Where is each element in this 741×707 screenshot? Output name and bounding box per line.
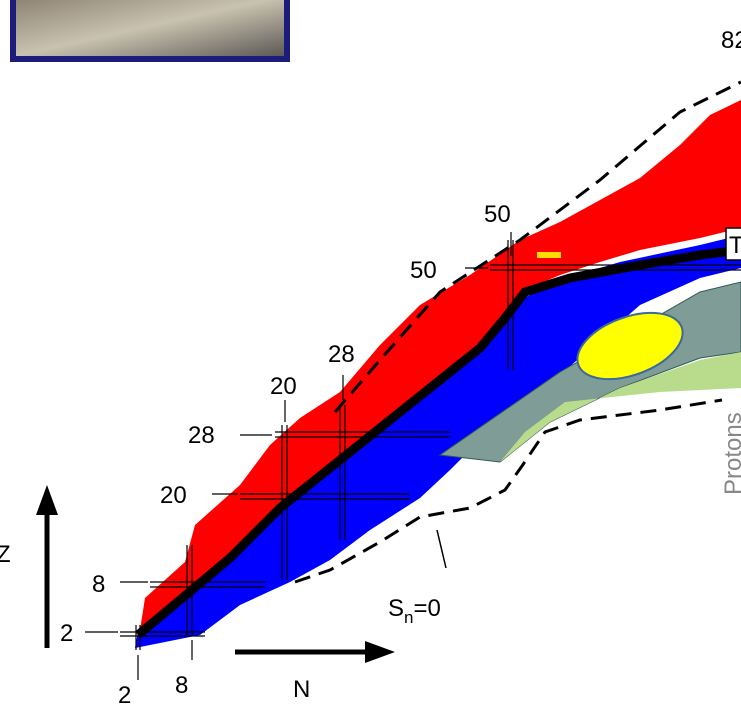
z-magic: 20 [160,482,187,509]
sn-rest: =0 [413,595,440,622]
n-magic: 2 [118,682,131,707]
pointer [437,530,446,568]
n-magic: 8 [175,672,188,699]
box-label: T [729,232,741,259]
n-magic: 50 [484,201,511,228]
sn-subscript: n [404,608,413,627]
z-magic: 2 [60,620,73,647]
n-label: N [293,676,310,703]
n-arrowhead [365,641,395,663]
z-magic: 8 [92,571,105,598]
n-magic: 20 [270,373,297,400]
nuclide-chart: Z N 2 8 20 28 50 82 2 8 20 28 50 Sn=0 T … [0,0,741,707]
z-magic: 28 [188,422,215,449]
z-arrowhead [36,485,58,515]
yellow-mark [537,252,561,258]
sn-label: Sn=0 [388,595,441,627]
n-magic: 28 [328,341,355,368]
photo [16,0,284,56]
sn-symbol: S [388,595,404,622]
side-label: Protons [720,412,741,495]
z-magic: 50 [410,257,437,284]
z-label: Z [0,541,11,568]
n-magic: 82 [721,27,741,54]
